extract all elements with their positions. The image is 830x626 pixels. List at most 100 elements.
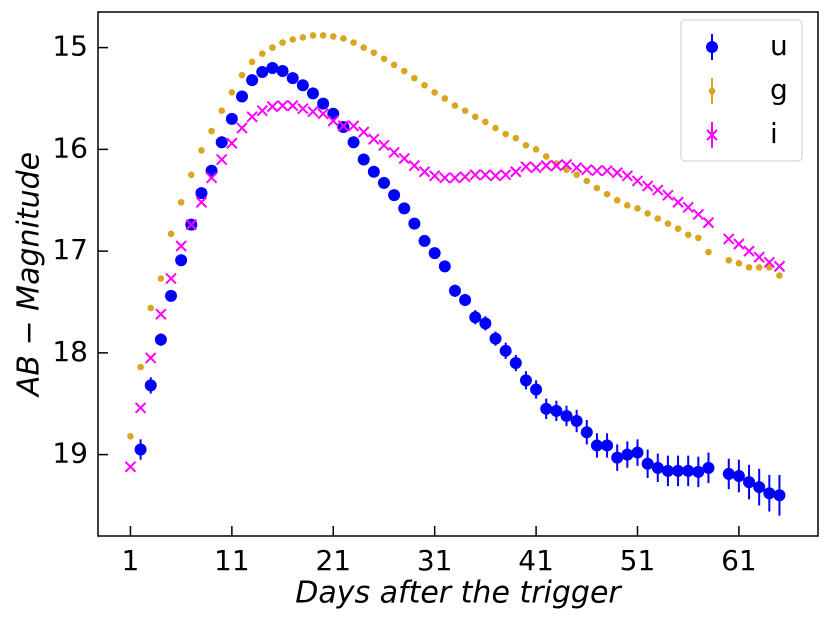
x-tick-label: 11 (214, 544, 250, 577)
point (753, 481, 766, 494)
point (155, 308, 167, 320)
point (583, 177, 591, 185)
point (147, 304, 155, 312)
point (550, 404, 563, 417)
point (350, 39, 357, 46)
point (134, 443, 147, 456)
point (459, 171, 471, 183)
point (408, 159, 421, 172)
point (652, 184, 664, 196)
point (692, 465, 705, 478)
point (563, 166, 570, 174)
point (613, 196, 621, 204)
point (550, 159, 563, 172)
y-tick-label: 19 (52, 437, 88, 470)
point (418, 166, 431, 178)
point (530, 383, 543, 396)
point (165, 272, 177, 285)
point (258, 50, 266, 58)
y-tick-label: 17 (52, 233, 88, 266)
point (590, 439, 603, 452)
point (684, 231, 692, 239)
point (177, 198, 185, 206)
point (398, 152, 410, 165)
point (226, 137, 238, 149)
point (411, 74, 418, 82)
point (560, 158, 573, 171)
point (337, 120, 350, 132)
point (573, 171, 580, 179)
point (603, 190, 611, 198)
point (390, 61, 398, 69)
point (672, 464, 685, 477)
point (654, 215, 662, 222)
point (479, 169, 492, 181)
plot-frame (97, 11, 819, 537)
point (276, 99, 289, 112)
point (695, 234, 702, 242)
point (246, 111, 258, 123)
point (225, 112, 238, 125)
point (593, 184, 601, 192)
point (205, 172, 218, 184)
point (370, 49, 378, 56)
legend-marker (706, 41, 718, 53)
point (631, 446, 644, 459)
point (651, 461, 664, 474)
point (167, 230, 175, 238)
point (388, 189, 401, 202)
point (388, 146, 400, 159)
point (276, 65, 289, 78)
point (317, 97, 330, 110)
legend-label: u (770, 29, 788, 62)
point (317, 108, 329, 120)
point (766, 264, 773, 271)
point (266, 61, 279, 74)
point (634, 205, 641, 212)
point (266, 100, 279, 113)
y-axis-label: AB − Magnitude (12, 152, 47, 398)
point (621, 170, 634, 182)
point (664, 220, 672, 227)
point (611, 451, 624, 464)
point (763, 256, 776, 269)
point (299, 34, 307, 41)
point (187, 171, 195, 179)
point (319, 32, 327, 39)
point (570, 161, 583, 174)
point (286, 72, 299, 85)
point (418, 234, 431, 247)
point (512, 134, 520, 142)
x-tick-label: 41 (518, 544, 554, 577)
point (520, 160, 532, 173)
point (682, 201, 694, 214)
point (154, 333, 167, 346)
point (198, 147, 205, 154)
point (238, 71, 246, 79)
point (540, 402, 553, 415)
point (499, 169, 512, 181)
point (218, 107, 226, 114)
point (246, 74, 259, 87)
point (560, 409, 573, 422)
point (624, 202, 631, 209)
point (705, 248, 712, 256)
x-tick-label: 51 (620, 544, 656, 577)
point (519, 374, 532, 387)
point (631, 175, 644, 187)
legend-marker (708, 87, 716, 95)
x-tick-label: 21 (315, 544, 351, 577)
point (509, 357, 522, 370)
point (540, 159, 552, 172)
point (725, 256, 733, 264)
point (745, 264, 753, 271)
point (755, 264, 763, 271)
point (674, 225, 682, 233)
point (776, 272, 783, 279)
y-tick-label: 16 (52, 131, 88, 164)
point (296, 79, 309, 92)
point (492, 124, 499, 132)
point (542, 153, 550, 160)
point (692, 208, 705, 221)
point (763, 487, 776, 500)
